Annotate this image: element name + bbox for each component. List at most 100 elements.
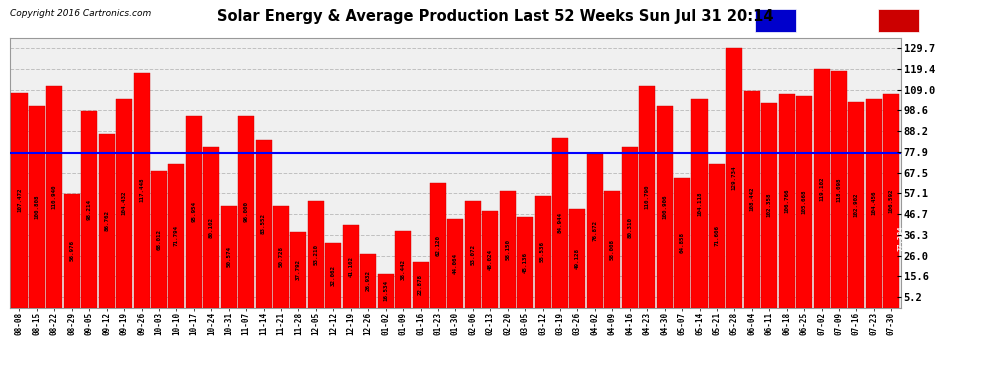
Bar <box>326 243 342 308</box>
Text: 56.976: 56.976 <box>69 240 74 261</box>
Text: 96.000: 96.000 <box>244 201 248 222</box>
Text: 50.574: 50.574 <box>227 246 232 267</box>
Bar <box>255 140 271 308</box>
Bar <box>656 106 672 308</box>
Text: 83.552: 83.552 <box>261 213 266 234</box>
Text: 98.214: 98.214 <box>87 199 92 220</box>
Bar <box>796 96 812 308</box>
Text: 58.150: 58.150 <box>505 239 510 260</box>
Bar <box>308 201 324 308</box>
Bar <box>831 71 847 308</box>
Text: 26.932: 26.932 <box>365 270 370 291</box>
Bar <box>866 99 882 308</box>
Bar <box>640 86 655 308</box>
Bar <box>116 99 132 308</box>
FancyBboxPatch shape <box>877 9 919 33</box>
Text: 107.472: 107.472 <box>17 188 22 212</box>
Bar <box>535 196 550 308</box>
Text: 53.072: 53.072 <box>470 244 475 265</box>
Text: 129.734: 129.734 <box>732 165 737 190</box>
Text: 80.310: 80.310 <box>628 217 633 238</box>
Text: 95.954: 95.954 <box>191 201 196 222</box>
Bar <box>63 194 80 308</box>
FancyBboxPatch shape <box>754 9 796 33</box>
Text: 71.606: 71.606 <box>715 225 720 246</box>
Text: 58.008: 58.008 <box>610 239 615 260</box>
Bar <box>587 154 603 308</box>
Text: 108.442: 108.442 <box>749 187 754 211</box>
Bar <box>168 164 184 308</box>
Bar <box>709 164 725 308</box>
Text: 48.024: 48.024 <box>488 249 493 270</box>
Text: 102.902: 102.902 <box>854 192 859 217</box>
Text: 41.102: 41.102 <box>348 256 353 277</box>
Text: 38.442: 38.442 <box>401 258 406 279</box>
Text: 104.432: 104.432 <box>122 191 127 215</box>
Bar <box>674 178 690 308</box>
Bar <box>150 171 167 308</box>
Bar <box>569 209 585 308</box>
Text: 76.872: 76.872 <box>592 220 597 241</box>
Bar <box>604 192 621 308</box>
Bar <box>413 262 429 308</box>
Text: 119.102: 119.102 <box>819 176 824 201</box>
Text: 110.940: 110.940 <box>51 184 56 209</box>
Bar <box>134 73 149 308</box>
Text: 53.210: 53.210 <box>314 244 319 265</box>
Bar <box>482 211 498 308</box>
Text: 104.456: 104.456 <box>871 191 876 215</box>
Text: 86.762: 86.762 <box>104 210 109 231</box>
Text: 118.098: 118.098 <box>837 177 842 202</box>
Bar <box>29 106 45 308</box>
Text: 84.944: 84.944 <box>557 212 562 233</box>
Bar <box>552 138 568 308</box>
Bar <box>273 206 289 308</box>
Bar <box>99 134 115 308</box>
Text: Solar Energy & Average Production Last 52 Weeks Sun Jul 31 20:14: Solar Energy & Average Production Last 5… <box>217 9 773 24</box>
Text: 49.128: 49.128 <box>575 248 580 269</box>
Bar <box>290 232 307 308</box>
Text: Weekly  (kWh): Weekly (kWh) <box>923 16 990 25</box>
Bar <box>395 231 411 308</box>
Text: 50.728: 50.728 <box>278 246 283 267</box>
Bar <box>500 191 516 308</box>
Text: 77.384: 77.384 <box>897 225 903 251</box>
Text: 105.668: 105.668 <box>802 190 807 214</box>
Bar <box>343 225 358 308</box>
Text: Copyright 2016 Cartronics.com: Copyright 2016 Cartronics.com <box>10 9 151 18</box>
Text: Average  (kWh): Average (kWh) <box>800 16 879 25</box>
Bar <box>465 201 481 308</box>
Bar <box>203 147 220 308</box>
Bar <box>743 91 760 308</box>
Text: 106.592: 106.592 <box>889 189 894 213</box>
Text: 55.536: 55.536 <box>541 242 545 262</box>
Text: 110.790: 110.790 <box>644 184 649 209</box>
Bar <box>814 69 830 308</box>
Bar <box>848 102 864 308</box>
Text: 117.448: 117.448 <box>139 178 144 202</box>
Text: 45.136: 45.136 <box>523 252 528 273</box>
Bar <box>761 103 777 308</box>
Bar <box>691 99 708 308</box>
Bar <box>239 116 254 308</box>
Bar <box>186 116 202 308</box>
Bar <box>883 94 899 308</box>
Bar <box>622 147 638 308</box>
Text: 80.102: 80.102 <box>209 217 214 238</box>
Bar <box>727 48 742 308</box>
Text: 100.906: 100.906 <box>662 194 667 219</box>
Bar <box>81 111 97 308</box>
Bar <box>360 254 376 308</box>
Bar <box>779 94 795 308</box>
Bar <box>221 206 237 308</box>
Bar <box>430 183 446 308</box>
Text: 62.120: 62.120 <box>436 235 441 256</box>
Text: 64.858: 64.858 <box>679 232 684 253</box>
Text: 22.878: 22.878 <box>418 274 423 295</box>
Text: 16.534: 16.534 <box>383 280 388 302</box>
Text: 37.792: 37.792 <box>296 259 301 280</box>
Bar <box>377 274 394 308</box>
Bar <box>517 217 534 308</box>
Text: 104.118: 104.118 <box>697 191 702 216</box>
Text: 106.766: 106.766 <box>784 189 789 213</box>
